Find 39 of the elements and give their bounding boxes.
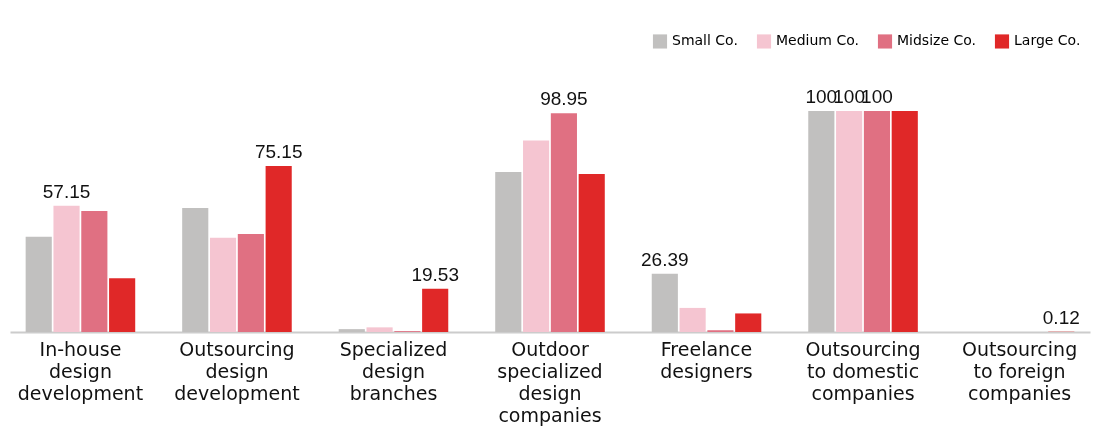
bar	[265, 165, 292, 332]
legend-label: Midsize Co.	[897, 32, 976, 49]
bar	[808, 111, 835, 332]
data-label: 19.53	[411, 263, 459, 285]
bar	[338, 329, 365, 332]
bar	[679, 307, 706, 332]
bar	[109, 278, 136, 332]
legend-label: Large Co.	[1014, 32, 1081, 49]
data-label: 26.39	[641, 248, 689, 270]
bar	[523, 140, 550, 332]
bar	[495, 172, 522, 332]
bar	[651, 273, 678, 332]
legend-label: Medium Co.	[776, 32, 859, 49]
bar	[25, 236, 52, 332]
x-tick-label: Specialized design branches	[339, 337, 448, 404]
bar	[182, 208, 209, 332]
legend-label: Small Co.	[672, 32, 738, 49]
data-label: 75.15	[254, 140, 303, 162]
bar	[209, 237, 237, 332]
bar	[735, 313, 762, 332]
bar	[366, 327, 393, 332]
data-label: 98.95	[540, 88, 588, 110]
x-tick-label: Outsourcing to foreign companies	[961, 337, 1078, 404]
bar	[863, 111, 891, 332]
x-tick-label: Freelance designers	[660, 337, 753, 382]
bar	[578, 173, 605, 332]
data-label: 0.12	[1042, 306, 1080, 328]
bar	[891, 111, 918, 332]
x-tick-label: In-house design development	[17, 337, 144, 404]
bar	[836, 111, 863, 332]
bar	[53, 205, 80, 332]
x-tick-label: Outsourcing design development	[174, 337, 300, 404]
x-tick-label: Outsourcing to domestic companies	[805, 337, 921, 404]
bar	[81, 210, 108, 332]
x-tick-label: Outdoor specialized design companies	[497, 337, 603, 426]
bar	[422, 288, 449, 332]
data-label: 57.15	[42, 180, 91, 202]
bar	[550, 113, 577, 332]
bar	[237, 233, 264, 332]
